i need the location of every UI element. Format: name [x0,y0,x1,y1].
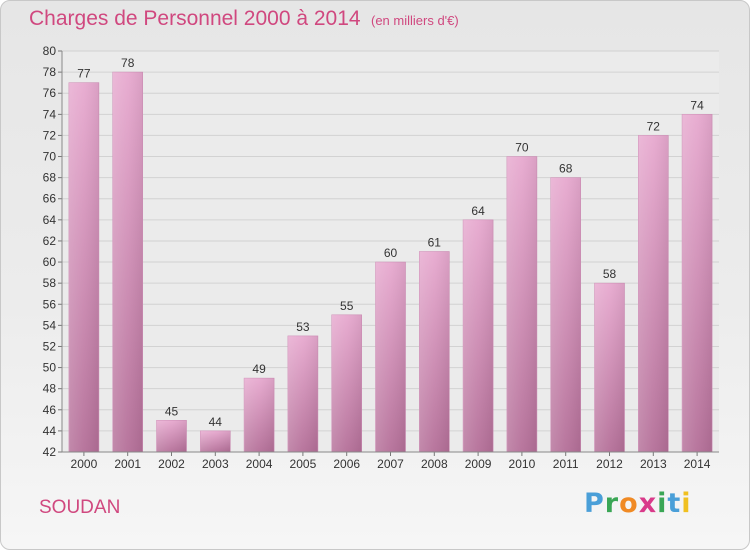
x-tick-label: 2009 [465,457,492,471]
y-tick-label: 58 [43,276,57,290]
bar-value-label: 74 [690,98,704,112]
y-tick-label: 72 [43,128,57,142]
bar-value-label: 70 [515,141,529,155]
proxiti-logo: Proxiti [584,488,692,519]
logo-letter: o [619,488,639,519]
bar-shine [463,219,494,452]
x-tick-label: 2003 [202,457,229,471]
y-tick-label: 54 [43,318,57,332]
x-tick-label: 2007 [377,457,404,471]
x-tick-label: 2001 [114,457,141,471]
x-tick-label: 2014 [684,457,711,471]
bar-value-label: 77 [77,67,91,81]
bar-shine [156,420,187,452]
bar-shine [68,82,99,452]
x-tick-label: 2006 [333,457,360,471]
y-tick-label: 60 [43,255,57,269]
bar-value-label: 78 [121,56,135,70]
bar-value-label: 68 [559,162,573,176]
y-tick-label: 78 [43,65,57,79]
logo-letter: x [638,488,658,519]
logo-letter: i [681,488,692,519]
x-tick-label: 2010 [509,457,536,471]
y-tick-label: 56 [43,297,57,311]
logo-letter: t [667,488,682,519]
bar-shine [244,378,275,452]
bar-shine [375,262,406,452]
x-tick-label: 2013 [640,457,667,471]
y-tick-label: 80 [43,44,57,58]
bar-shine [331,314,362,452]
y-tick-label: 74 [43,107,57,121]
bar-value-label: 64 [471,204,485,218]
bar-value-label: 60 [384,246,398,260]
commune-name: SOUDAN [39,497,121,518]
bar-shine [594,283,625,452]
chart-title: Charges de Personnel 2000 à 2014 [29,7,361,30]
bar-value-label: 55 [340,299,354,313]
bar-shine [506,156,537,453]
bar-value-label: 45 [165,404,179,418]
bar-shine [287,335,318,452]
x-tick-label: 2005 [290,457,317,471]
x-tick-label: 2004 [246,457,273,471]
bar-value-label: 53 [296,320,310,334]
bar-shine [200,430,231,452]
y-tick-label: 44 [43,424,57,438]
bar-value-label: 44 [209,415,223,429]
bar-value-label: 72 [647,119,661,133]
y-tick-label: 76 [43,86,57,100]
logo-letter: r [604,488,620,519]
y-tick-label: 62 [43,234,57,248]
x-tick-label: 2011 [553,457,579,471]
y-tick-label: 48 [43,382,57,396]
logo-letter: i [657,488,668,519]
y-tick-label: 46 [43,403,57,417]
x-tick-label: 2012 [596,457,623,471]
bar-shine [638,135,669,452]
bar-shine [682,114,713,452]
bar-shine [550,177,581,452]
y-tick-label: 42 [43,445,57,459]
y-tick-label: 52 [43,339,57,353]
logo-letter: P [584,488,605,519]
x-tick-label: 2002 [158,457,185,471]
x-tick-label: 2008 [421,457,448,471]
x-tick-label: 2000 [71,457,98,471]
y-tick-label: 66 [43,192,57,206]
y-tick-label: 50 [43,361,57,375]
bar-value-label: 61 [428,236,442,250]
bar-value-label: 58 [603,267,617,281]
bar-shine [419,251,450,452]
chart-subtitle: (en milliers d'€) [371,13,459,28]
y-tick-label: 68 [43,171,57,185]
y-tick-label: 70 [43,150,57,164]
bar-shine [112,72,143,453]
bar-value-label: 49 [252,362,266,376]
y-tick-label: 64 [43,213,57,227]
